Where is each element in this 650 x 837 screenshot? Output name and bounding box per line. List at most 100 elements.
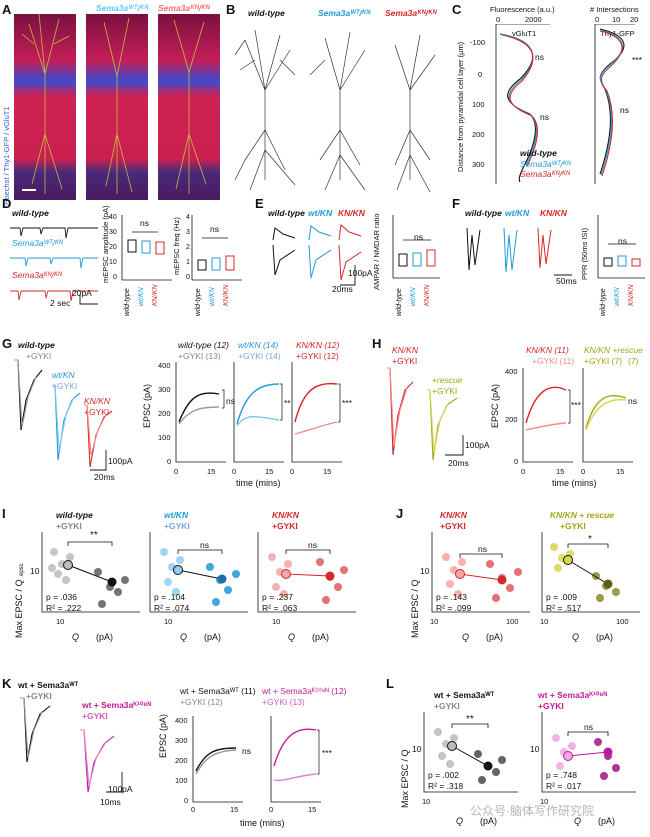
- panel-l-p2: p = .748: [546, 770, 577, 780]
- panel-g-sig2: **: [284, 398, 291, 408]
- panel-b-label: B: [226, 2, 236, 17]
- panel-k-scale-ms: 10ms: [100, 797, 121, 807]
- panel-c-ytick-200: 200: [472, 130, 485, 139]
- panel-h-ytick-2: 400: [505, 367, 518, 376]
- panel-g-xlabel: time (mins): [236, 478, 281, 488]
- panel-l-xlabel-unit-2: (pA): [598, 816, 616, 826]
- panel-e-trace-wtkn: wt/KN: [308, 208, 333, 218]
- panel-l-xlabel-2: Q: [574, 816, 582, 826]
- panel-l-ytick-2: 10: [530, 744, 540, 754]
- panel-j-r2: R² = .517: [546, 603, 582, 613]
- panel-j-xlabel-1: Q: [462, 632, 470, 642]
- panel-k-scale-pa: 100pA: [108, 784, 133, 794]
- panel-j-xt2a: 100: [506, 617, 519, 626]
- panel-f-trace-wtkn: wt/KN: [505, 208, 530, 218]
- panel-k-tr1: wt + Sema3aᵂᵀ: [18, 680, 79, 690]
- panel-b-title-wtkn: Sema3aᵂᵀ/ᴷᴺ: [318, 8, 371, 18]
- panel-k-tr2: wt + Sema3aᴷ¹⁰⁸ᴺ: [82, 700, 152, 710]
- panel-g-grp2-b: +GYKI (14): [238, 351, 281, 361]
- panel-j-xt2b: 100: [616, 617, 629, 626]
- panel-j-scatter: [431, 532, 640, 613]
- panel-c-ns-3: ns: [620, 105, 629, 115]
- panel-g-ylabel: EPSC (pA): [142, 383, 152, 428]
- panel-g-xt0c: 0: [290, 467, 295, 476]
- panel-g-label: G: [2, 336, 13, 351]
- panel-c-ylabel: Distance from pyramidal cell layer (μm): [456, 41, 465, 172]
- panel-l-g2-b: +GYKI: [538, 701, 564, 711]
- panel-h-sig1: ***: [571, 400, 581, 410]
- panel-k-grp2-b: +GYKI (13): [262, 697, 305, 707]
- panel-k-ytick-1: 100: [175, 776, 188, 785]
- panel-g-tr-wtkn: wt/KN: [52, 370, 75, 380]
- panel-l-g1-a: wt + Sema3aᵂᵀ: [434, 690, 495, 700]
- panel-c-ns-2: ns: [540, 112, 549, 122]
- panel-k-tr1-gyki: +GYKI: [26, 691, 52, 701]
- panel-f-trace-wt: wild-type: [465, 208, 502, 218]
- panel-h-xt1a: 15: [556, 467, 565, 476]
- panel-l-r1: R² = .318: [428, 781, 464, 791]
- panel-i-scatter: [41, 532, 356, 613]
- panel-c-legend-knkn: Sema3aᴷᴺ/ᴷᴺ: [520, 169, 570, 179]
- panel-e-boxplot: [392, 215, 440, 279]
- panel-d-traces: [10, 227, 98, 305]
- panel-c-legend-wtkn: Sema3aᵂᵀ/ᴷᴺ: [520, 159, 571, 169]
- panel-i-label: I: [2, 506, 6, 521]
- panel-h-ytick-0: 0: [514, 457, 519, 466]
- panel-j-p1: p = .143: [436, 592, 467, 602]
- panel-i-xt1c: 10: [272, 617, 281, 626]
- panel-g-ytick-3: 300: [158, 385, 171, 394]
- panel-k-ytick-2: 200: [175, 756, 188, 765]
- panel-h-xt0b: 0: [581, 467, 586, 476]
- panel-g-tr-wt: wild-type: [18, 340, 55, 350]
- panel-h-grp2-b: +GYKI (7): [584, 356, 623, 366]
- panel-h-scale-pa: 100pA: [465, 440, 490, 450]
- panel-a-ylabel: Hoechst / Thy1-GFP / vGluT1: [2, 106, 11, 205]
- panel-k-ytick-4: 400: [175, 716, 188, 725]
- panel-c-ytick-300: 300: [472, 160, 485, 169]
- panel-a-label: A: [2, 2, 12, 17]
- panel-g-tr-wtkn-gyki: +GYKI: [52, 381, 78, 391]
- panel-a-title-knkn: Sema3aᴷᴺ/ᴷᴺ: [158, 3, 210, 13]
- panel-l-xt1b: 10: [540, 797, 549, 806]
- panel-j-xlabel-unit-2: (pA): [596, 632, 614, 642]
- panel-d-p2-x-wt: wild-type: [195, 288, 202, 316]
- panel-k-ylabel: EPSC (pA): [158, 713, 168, 758]
- panel-i-g1-a: wild-type: [56, 510, 93, 520]
- panel-c-left-title: Fluorescence (a.u.): [490, 5, 555, 14]
- panel-i-g2-b: +GYKI: [164, 521, 190, 531]
- panel-g-grp3-b: +GYKI (12): [296, 351, 339, 361]
- panel-e-x-wtkn: wt/KN: [410, 287, 417, 306]
- panel-f-ns: ns: [618, 236, 627, 246]
- panel-g-xt1c: 15: [323, 467, 332, 476]
- panel-g-ytick-4: 400: [158, 361, 171, 370]
- panel-d-p2-ytick-0: 0: [186, 274, 190, 281]
- panel-k-grp2-a: wt + Sema3aᴷ¹⁰⁸ᴺ (12): [262, 686, 347, 696]
- panel-f-x-wt: wild-type: [600, 288, 607, 316]
- panel-i-ytick: 10: [30, 566, 40, 576]
- panel-j-ytick: 10: [420, 566, 430, 576]
- panel-j-xt1a: 10: [430, 617, 439, 626]
- panel-h-grp2-n: (7): [628, 356, 639, 366]
- panel-a-micrographs: [14, 14, 220, 200]
- panel-h-tr1-gyki: +GYKI: [392, 356, 418, 366]
- panel-i-p1: p = .036: [46, 592, 77, 602]
- panel-i-xlabel-2: Q: [180, 632, 188, 642]
- panel-c-left-tick0: 0: [496, 15, 501, 24]
- panel-e-ylabel: AMPAR / NMDAR ratio: [372, 213, 381, 290]
- panel-d-p1-ytick-2: 20: [109, 244, 117, 251]
- panel-f-scale-ms: 50ms: [556, 276, 577, 286]
- panel-k-grp1-b: +GYKI (12): [180, 697, 223, 707]
- panel-d-p2-x-wtkn: wt/KN: [209, 287, 216, 306]
- panel-k-xt1a: 15: [230, 805, 239, 814]
- panel-h-tr2: +rescue: [432, 375, 463, 385]
- panel-f-x-wtkn: wt/KN: [614, 287, 621, 306]
- panel-d-p2-ytick-2: 2: [186, 244, 190, 251]
- panel-d-ns-2: ns: [210, 224, 219, 234]
- panel-k-tr2-gyki: +GYKI: [82, 711, 108, 721]
- panel-g-traces: [14, 359, 113, 471]
- panel-h-xt0a: 0: [521, 467, 526, 476]
- panel-b-title-wt: wild-type: [248, 8, 285, 18]
- panel-h-traces: [387, 367, 464, 461]
- panel-h-label: H: [372, 336, 382, 351]
- panel-k-ytick-0: 0: [184, 796, 189, 805]
